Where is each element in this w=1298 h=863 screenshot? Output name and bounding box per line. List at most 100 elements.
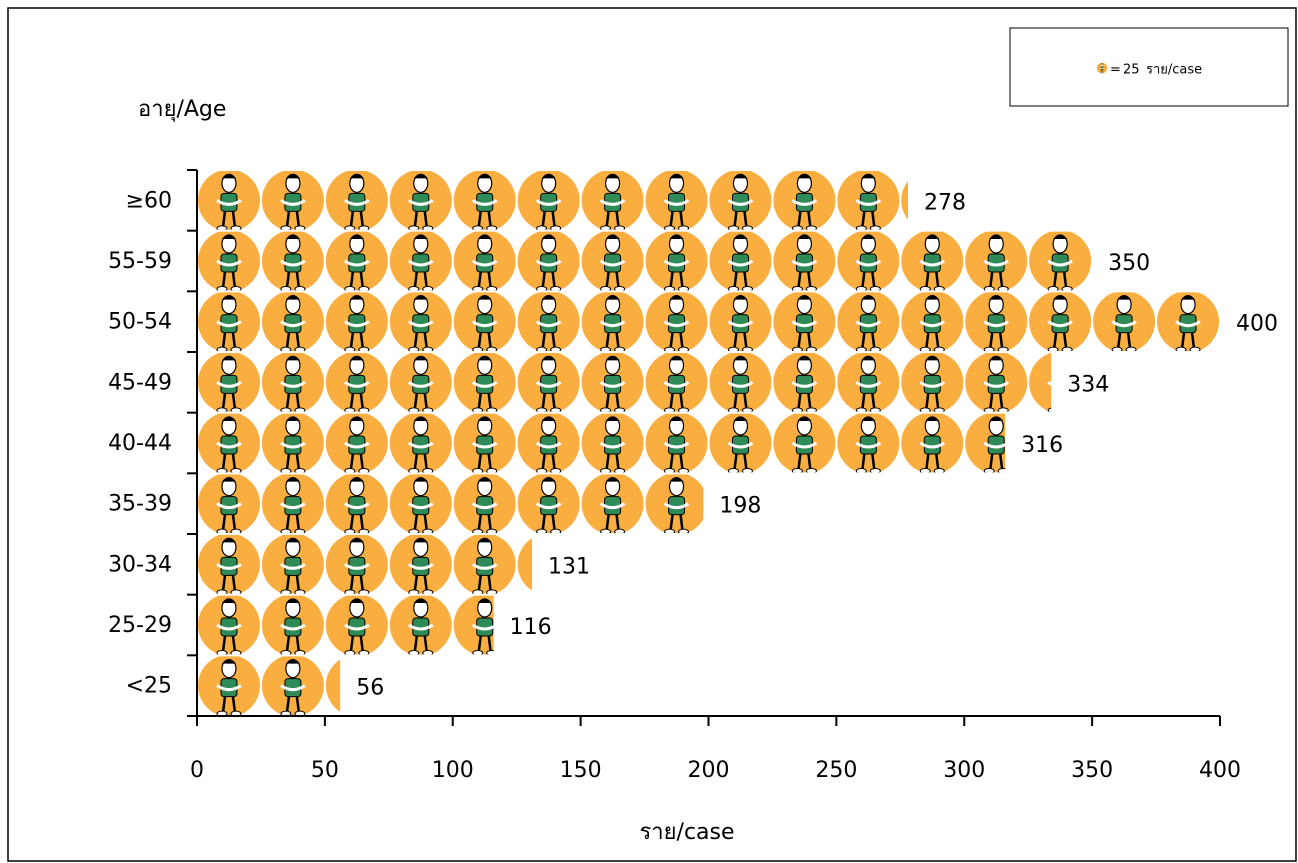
icon [580, 353, 646, 412]
icon [707, 171, 773, 230]
bar [197, 474, 704, 534]
icon [260, 474, 326, 534]
icon [644, 171, 710, 230]
icon [580, 171, 646, 230]
y-tick-label: 25-29 [108, 613, 172, 638]
icon [388, 171, 454, 230]
icon [324, 595, 390, 655]
icon [1027, 231, 1093, 291]
icon [260, 535, 326, 594]
icon [388, 292, 454, 352]
frame [7, 7, 1297, 862]
legend-unit: 25 [1123, 63, 1140, 78]
icon [452, 353, 518, 412]
x-tick-label: 0 [190, 758, 204, 783]
icon [516, 353, 582, 412]
icon [388, 353, 454, 412]
icon [899, 413, 965, 473]
icon [899, 292, 965, 352]
x-axis-title: ราย/case [639, 820, 734, 845]
icon [644, 231, 710, 291]
icon [452, 535, 518, 594]
icon [580, 231, 646, 291]
icon [388, 413, 454, 473]
x-tick-label: 400 [1199, 758, 1241, 783]
icon [835, 292, 901, 352]
icon [644, 413, 710, 473]
icon [324, 171, 390, 230]
icon [197, 231, 262, 291]
bar [197, 413, 1006, 473]
icon [771, 231, 837, 291]
icon [260, 595, 326, 655]
legend-box [1009, 27, 1289, 107]
icon [452, 595, 494, 655]
icon [452, 231, 518, 291]
data-label: 400 [1236, 312, 1278, 337]
icon [452, 474, 518, 534]
icon [516, 413, 582, 473]
icon [644, 474, 704, 534]
icon [452, 413, 518, 473]
icon [197, 353, 262, 412]
data-label: 116 [510, 615, 552, 640]
legend-prefix: = [1110, 63, 1121, 78]
icon [197, 535, 262, 594]
icon [388, 595, 454, 655]
icon [644, 353, 710, 412]
icon [771, 171, 837, 230]
icon [835, 231, 901, 291]
icon [516, 474, 582, 534]
y-tick-label: 55-59 [108, 249, 172, 274]
icon [771, 413, 837, 473]
x-tick-label: 100 [432, 758, 474, 783]
bar [197, 292, 1220, 352]
icon [771, 292, 837, 352]
icon [1155, 292, 1220, 352]
icon [707, 231, 773, 291]
icon [260, 231, 326, 291]
icon [260, 353, 326, 412]
icon [963, 353, 1029, 412]
icon [707, 292, 773, 352]
icon [707, 353, 773, 412]
x-tick-label: 50 [311, 758, 339, 783]
icon [197, 171, 262, 230]
icon [324, 231, 390, 291]
icon [388, 231, 454, 291]
icon [324, 292, 390, 352]
x-tick-label: 300 [943, 758, 985, 783]
icon [324, 353, 390, 412]
icon [580, 413, 646, 473]
icon [516, 171, 582, 230]
x-tick-label: 350 [1071, 758, 1113, 783]
icon [899, 231, 965, 291]
icon [197, 413, 262, 473]
icon [1027, 292, 1093, 352]
bar [197, 353, 1052, 412]
y-tick-label: <25 [126, 674, 172, 699]
icon [388, 535, 454, 594]
y-tick-label: 35-39 [108, 492, 172, 517]
bar [197, 171, 908, 230]
x-tick-label: 150 [560, 758, 602, 783]
bar [197, 231, 1093, 291]
icon [516, 231, 582, 291]
icon [388, 474, 454, 534]
icon [963, 292, 1029, 352]
icon [260, 656, 326, 715]
icon [197, 292, 262, 352]
icon [324, 535, 390, 594]
icon [452, 171, 518, 230]
data-label: 334 [1067, 372, 1109, 397]
icon [580, 474, 646, 534]
icon [260, 292, 326, 352]
y-tick-label: 40-44 [108, 431, 172, 456]
y-tick-label: 45-49 [108, 370, 172, 395]
icon [1091, 292, 1157, 352]
bar [197, 595, 494, 655]
y-tick-label: 50-54 [108, 310, 172, 335]
icon [899, 353, 965, 412]
icon [324, 474, 390, 534]
